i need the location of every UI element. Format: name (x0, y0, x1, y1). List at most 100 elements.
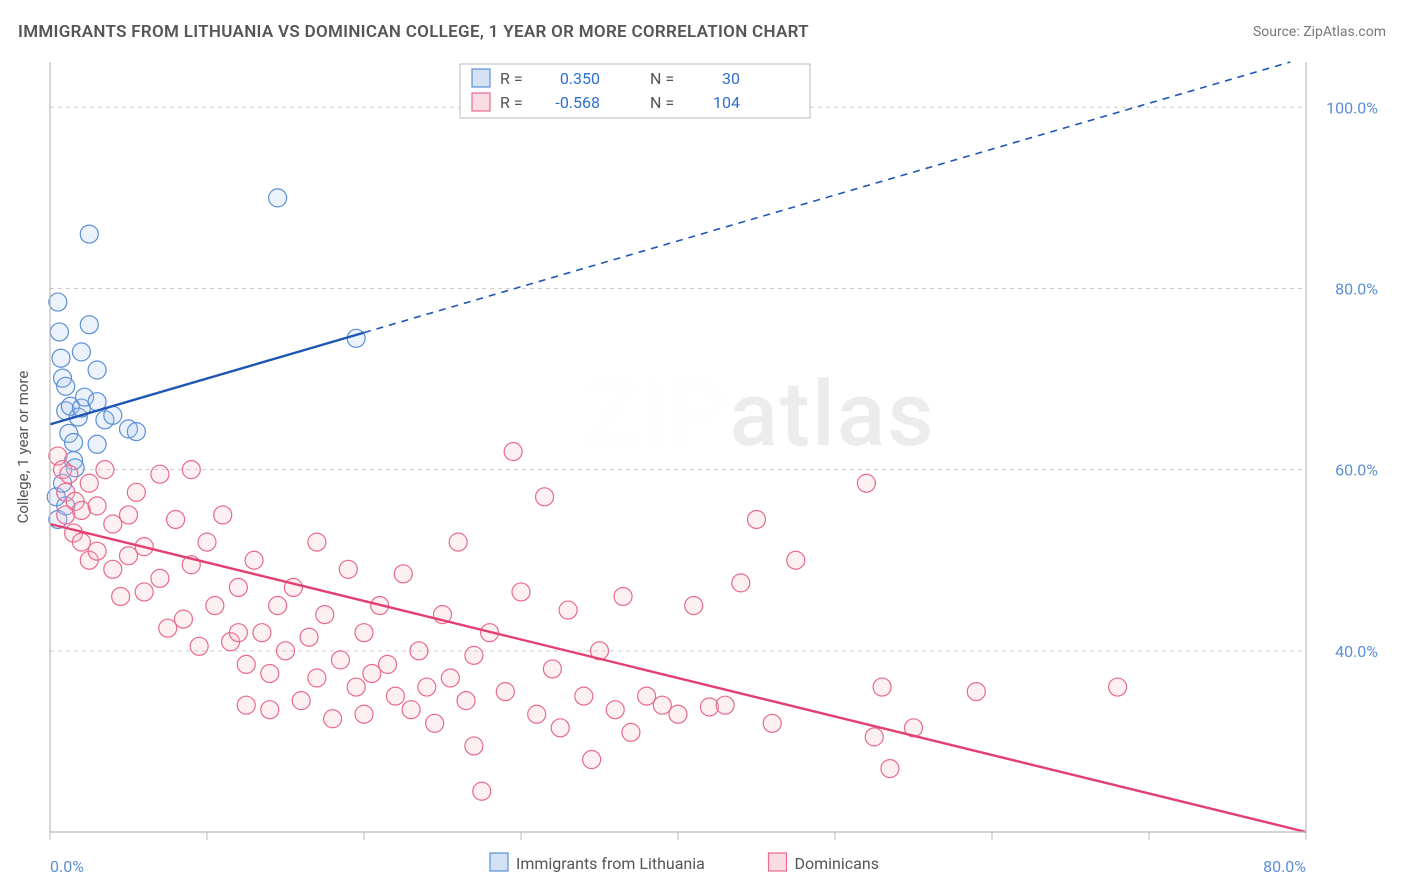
data-point (72, 343, 90, 361)
data-point (355, 705, 373, 723)
data-point (653, 696, 671, 714)
legend-swatch (472, 93, 490, 111)
chart-title: IMMIGRANTS FROM LITHUANIA VS DOMINICAN C… (18, 22, 809, 42)
y-tick-label: 80.0% (1335, 279, 1378, 298)
data-point (277, 642, 295, 660)
data-point (50, 323, 68, 341)
data-point (536, 488, 554, 506)
data-point (127, 423, 145, 441)
data-point (308, 669, 326, 687)
data-point (441, 669, 459, 687)
data-point (198, 533, 216, 551)
data-point (622, 723, 640, 741)
data-point (120, 547, 138, 565)
data-point (865, 728, 883, 746)
data-point (292, 692, 310, 710)
data-point (716, 696, 734, 714)
data-point (261, 701, 279, 719)
data-point (190, 637, 208, 655)
data-point (167, 510, 185, 528)
data-point (504, 443, 522, 461)
data-point (104, 560, 122, 578)
data-point (88, 497, 106, 515)
data-point (967, 683, 985, 701)
data-point (214, 506, 232, 524)
data-point (763, 714, 781, 732)
x-tick-label: 0.0% (50, 857, 84, 876)
data-point (88, 361, 106, 379)
data-point (80, 225, 98, 243)
data-point (402, 701, 420, 719)
legend-swatch (490, 853, 508, 871)
data-point (873, 678, 891, 696)
watermark: ZIPatlas (584, 362, 935, 467)
data-point (80, 316, 98, 334)
data-point (394, 565, 412, 583)
data-point (96, 461, 114, 479)
data-point (57, 377, 75, 395)
source-prefix: Source: (1253, 24, 1303, 40)
data-point (245, 551, 263, 569)
data-point (606, 701, 624, 719)
data-point (112, 587, 130, 605)
y-tick-label: 40.0% (1335, 642, 1378, 661)
data-point (174, 610, 192, 628)
data-point (159, 619, 177, 637)
data-point (614, 587, 632, 605)
x-tick-label: 80.0% (1263, 857, 1306, 876)
legend-swatch (472, 69, 490, 87)
data-point (339, 560, 357, 578)
data-point (65, 433, 83, 451)
data-point (206, 597, 224, 615)
data-point (355, 624, 373, 642)
legend-n-value: 104 (713, 93, 740, 112)
legend-r-label: R = (500, 69, 523, 88)
data-point (72, 533, 90, 551)
data-point (496, 683, 514, 701)
legend-series-label: Immigrants from Lithuania (516, 854, 705, 873)
data-point (787, 551, 805, 569)
data-point (543, 660, 561, 678)
data-point (316, 606, 334, 624)
legend-n-value: 30 (722, 69, 740, 88)
data-point (80, 474, 98, 492)
data-point (379, 655, 397, 673)
legend-r-label: R = (500, 93, 523, 112)
data-point (151, 569, 169, 587)
source-link[interactable]: ZipAtlas.com (1303, 24, 1386, 40)
correlation-chart: ZIPatlas 0.0% 80.0% 40.0% 60.0% 80.0% 100.0% Co… (0, 50, 1406, 892)
data-point (269, 597, 287, 615)
y-tick-label: 60.0% (1335, 461, 1378, 480)
data-point (237, 655, 255, 673)
legend-r-value: 0.350 (560, 69, 600, 88)
y-axis-label: College, 1 year or more (14, 371, 32, 524)
data-point (237, 696, 255, 714)
data-point (512, 583, 530, 601)
data-point (308, 533, 326, 551)
data-point (88, 435, 106, 453)
legend-n-label: N = (650, 93, 674, 112)
data-point (229, 624, 247, 642)
data-point (261, 664, 279, 682)
legend-n-label: N = (650, 69, 674, 88)
data-point (135, 583, 153, 601)
data-point (583, 751, 601, 769)
data-point (386, 687, 404, 705)
data-point (324, 710, 342, 728)
data-point (104, 515, 122, 533)
data-point (127, 483, 145, 501)
data-point (465, 646, 483, 664)
data-point (748, 510, 766, 528)
data-point (363, 664, 381, 682)
data-point (269, 189, 287, 207)
data-point (229, 578, 247, 596)
y-tick-label: 100.0% (1326, 98, 1378, 117)
data-point (559, 601, 577, 619)
data-point (52, 349, 70, 367)
data-point (300, 628, 318, 646)
data-point (410, 642, 428, 660)
data-point (881, 760, 899, 778)
data-point (88, 542, 106, 560)
legend-r-value: -0.568 (555, 93, 600, 112)
series-dominicans (49, 443, 1127, 801)
